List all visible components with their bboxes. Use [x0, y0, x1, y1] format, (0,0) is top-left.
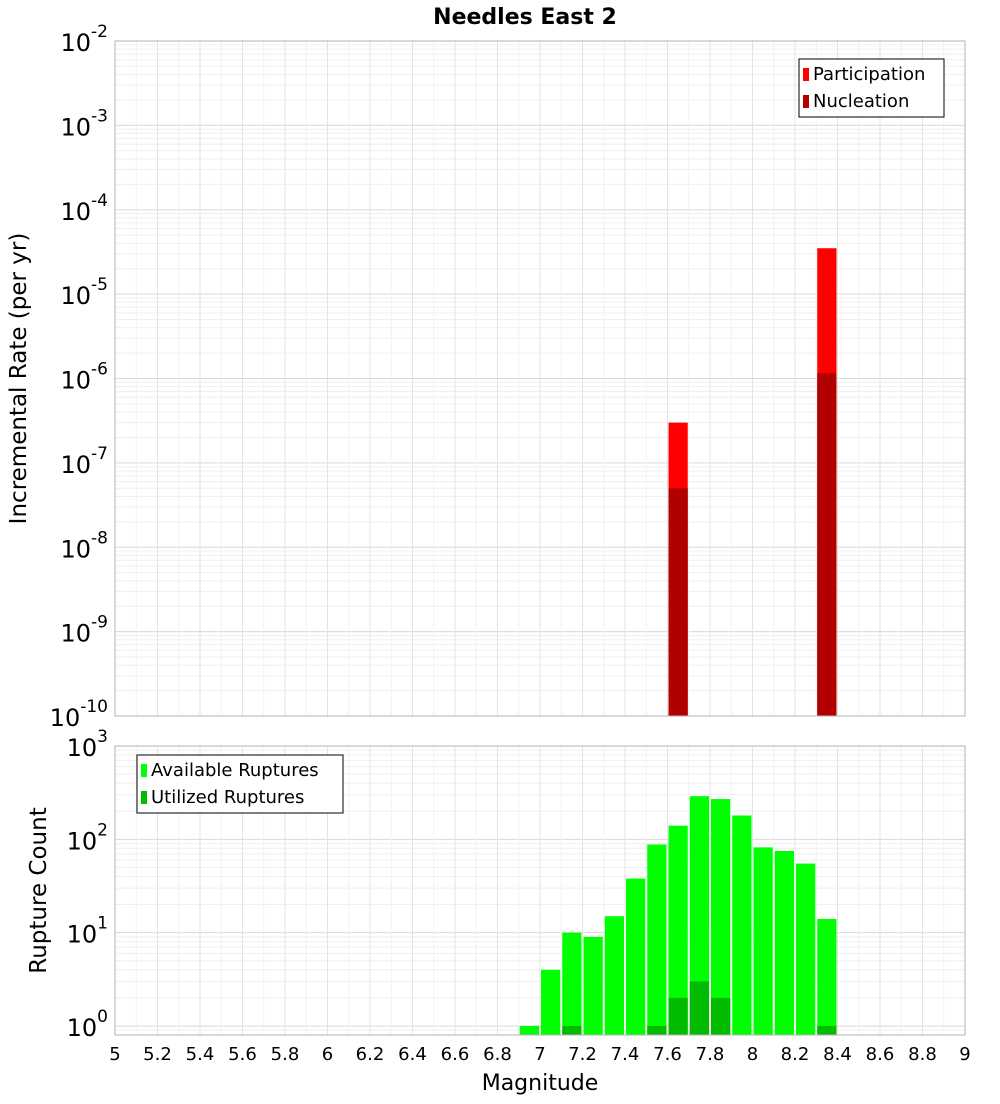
- panel2-x-tick-label: 7.8: [696, 1044, 725, 1065]
- panel1-y-tick-label: 10-2: [61, 22, 109, 57]
- panel2-bar-series1: [689, 796, 709, 1035]
- panel1-y-tick-label: 10-3: [61, 106, 109, 141]
- panel2-bar-series1: [626, 878, 646, 1035]
- panel2-x-tick-label: 5.8: [271, 1044, 300, 1065]
- panel2-legend-label: Available Ruptures: [151, 760, 319, 781]
- panel2-bar-series2: [647, 1025, 667, 1035]
- panel2-group: 100 101 102 103 Rupture Count 5 5.2 5.4 5.6 5.8 6 6…: [26, 727, 971, 1096]
- panel2-y-axis-label: Rupture Count: [26, 807, 52, 973]
- panel2-bar-series1: [668, 825, 688, 1035]
- panel2-y-tick-label: 101: [67, 914, 108, 949]
- panel2-bar-series1: [732, 815, 752, 1035]
- panel1-y-tick-label: 10-4: [61, 191, 109, 226]
- panel2-x-tick-label: 5.4: [186, 1044, 215, 1065]
- panel1-y-tick-label: 10-9: [61, 613, 109, 648]
- panel2-x-tick-label: 6.2: [356, 1044, 385, 1065]
- panel2-bar-series2: [689, 981, 709, 1035]
- panel1-bar-series2: [817, 373, 837, 716]
- panel1-frame: [114, 40, 966, 717]
- panel2-y-tick-label: 102: [67, 820, 108, 855]
- panel1-y-tick-label: 10-5: [61, 275, 109, 310]
- panel2-bar-series1: [519, 1025, 539, 1035]
- panel2-legend-swatch: [141, 791, 147, 804]
- panel2-bar-series1: [562, 932, 582, 1035]
- panel2-frame: [114, 745, 966, 1036]
- panel2-bar-series2: [711, 997, 731, 1035]
- panel2-bar-series2: [668, 997, 688, 1035]
- panel2-x-tick-label: 5: [109, 1044, 120, 1065]
- panel1-group: 10-10 10-9 10-8 10-7 10-6 10-5 10-4 10-3 10-2 Inc…: [6, 5, 966, 732]
- panel2-x-tick-label: 5.2: [143, 1044, 172, 1065]
- panel2-x-tick-label: 8: [747, 1044, 758, 1065]
- panel2-bar-series2: [817, 1025, 837, 1035]
- panel2-x-tick-label: 5.6: [228, 1044, 257, 1065]
- panel2-bar-series1: [647, 844, 667, 1035]
- panel2-bar-series1: [796, 863, 816, 1035]
- panel1-y-tick-label: 10-6: [61, 360, 109, 395]
- panel1-y-axis-label: Incremental Rate (per yr): [6, 233, 32, 525]
- panel2-legend-box: [136, 754, 344, 814]
- panel2-x-axis-label: Magnitude: [482, 1071, 599, 1096]
- panel2-bar-series1: [817, 919, 837, 1035]
- panel2-x-tick-label: 6.8: [483, 1044, 512, 1065]
- panel1-y-tick-label: 10-7: [61, 444, 109, 479]
- panel2-bar-series1: [541, 969, 561, 1035]
- panel2-x-tick-label: 7: [534, 1044, 545, 1065]
- panel2-bar-series1: [604, 916, 624, 1035]
- panel2-legend-label: Utilized Ruptures: [151, 787, 304, 808]
- panel2-bar-series2: [562, 1025, 582, 1035]
- panel2-x-tick-label: 8.6: [866, 1044, 895, 1065]
- panel2-bar-series1: [774, 850, 794, 1035]
- panel2-x-tick-label: 6.6: [441, 1044, 470, 1065]
- panel1-legend-box: [798, 58, 945, 118]
- panel2-bar-series1: [711, 799, 731, 1035]
- panel1-legend-label: Participation: [813, 64, 925, 85]
- panel1-y-tick-label: 10-8: [61, 528, 109, 563]
- panel2-x-tick-label: 6.4: [398, 1044, 427, 1065]
- panel2-bar-series1: [583, 936, 603, 1035]
- panel2-x-tick-label: 8.4: [823, 1044, 852, 1065]
- panel1-legend-swatch: [803, 68, 809, 81]
- panel2-x-tick-label: 9: [959, 1044, 970, 1065]
- panel2-y-tick-label: 100: [67, 1007, 108, 1042]
- panel1-legend-swatch: [803, 95, 809, 108]
- panel1-y-tick-label: 10-10: [50, 697, 108, 732]
- panel2-x-tick-label: 8.2: [781, 1044, 810, 1065]
- panel2-bar-series1: [753, 847, 773, 1035]
- panel2-y-tick-label: 103: [67, 727, 108, 762]
- panel2-x-tick-label: 7.2: [568, 1044, 597, 1065]
- panel2-x-tick-label: 7.6: [653, 1044, 682, 1065]
- panel1-legend-label: Nucleation: [813, 91, 909, 112]
- panel2-x-tick-label: 7.4: [611, 1044, 640, 1065]
- panel2-x-tick-label: 6: [322, 1044, 333, 1065]
- chart-title: Needles East 2: [433, 5, 617, 30]
- panel2-x-tick-label: 8.8: [908, 1044, 937, 1065]
- panel1-bar-series2: [668, 488, 688, 716]
- panel2-legend-swatch: [141, 764, 147, 777]
